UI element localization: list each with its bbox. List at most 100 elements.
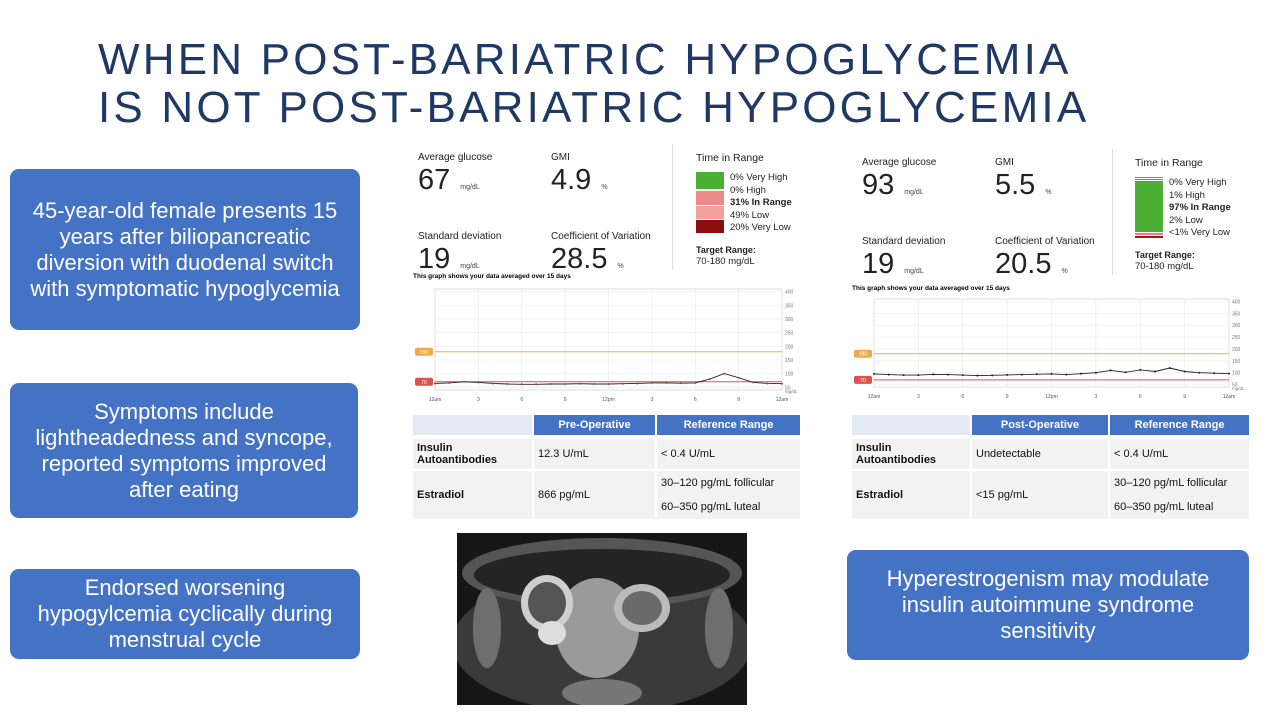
y-tick-label: 400: [1232, 299, 1241, 305]
metric-unit: mg/dL: [904, 189, 924, 196]
tir-item: 0% High: [730, 184, 766, 196]
glucose-point: [1020, 373, 1023, 376]
x-tick-label: 9: [737, 397, 740, 403]
table-cell: <15 pg/mL: [972, 471, 1108, 519]
glucose-point: [549, 382, 552, 385]
tir-item: 0% Very High: [1169, 177, 1227, 188]
tir-segment: [696, 189, 724, 191]
reference-line: < 0.4 U/mL: [661, 448, 716, 460]
x-tick-label: 3: [650, 397, 653, 403]
glucose-point: [434, 382, 436, 385]
table-cell: 30–120 pg/mL follicular 60–350 pg/mL lute…: [657, 471, 800, 519]
x-tick-label: 9: [564, 397, 567, 403]
x-tick-label: 12am: [1223, 394, 1236, 400]
glucose-point: [1035, 373, 1038, 376]
metric-value: 67 mg/dL: [418, 164, 480, 197]
tir-segment: [696, 206, 724, 221]
metric-value-text: 28.5: [551, 243, 608, 275]
metric-label: Standard deviation: [862, 236, 946, 247]
x-tick-label: 12pm: [602, 397, 615, 403]
glucose-point: [665, 381, 668, 384]
reference-line: < 0.4 U/mL: [1114, 448, 1169, 460]
y-tick-label: 350: [785, 303, 794, 309]
glucose-point: [991, 374, 994, 377]
target-badge: [415, 347, 433, 356]
metric-value: 4.9%: [551, 164, 608, 197]
glucose-point: [679, 382, 682, 385]
glucose-point: [535, 383, 538, 386]
metric-unit: %: [601, 184, 608, 191]
tir-item: 20% Very Low: [730, 222, 791, 234]
glucose-point: [1228, 372, 1230, 375]
glucose-point: [607, 382, 610, 385]
table-cell: 12.3 U/mL: [534, 439, 655, 469]
table-cell: Estradiol: [852, 471, 970, 519]
table-header: Reference Range: [657, 415, 800, 435]
glucose-point: [564, 382, 567, 385]
y-unit: mg/dL: [1232, 386, 1245, 391]
y-tick-label: 200: [785, 344, 794, 350]
table-header: Post-Operative: [972, 415, 1108, 435]
x-tick-label: 6: [1139, 394, 1142, 400]
table-cell: < 0.4 U/mL: [657, 439, 800, 469]
y-tick-label: 350: [1232, 311, 1241, 317]
x-tick-label: 9: [1183, 394, 1186, 400]
y-tick-label: 50: [1232, 383, 1238, 389]
y-tick-label: 250: [785, 331, 794, 337]
metric-value-text: 67: [418, 164, 451, 196]
tir-item: 2% Low: [1169, 214, 1203, 226]
metric-value: 19 mg/dL: [862, 248, 924, 281]
glucose-point: [932, 373, 935, 376]
metric-label: GMI: [995, 157, 1014, 168]
reference-line: 60–350 pg/mL luteal: [661, 501, 761, 513]
glucose-point: [1006, 373, 1009, 376]
metric-value-text: 20.5: [995, 248, 1052, 280]
y-tick-label: 150: [785, 358, 794, 364]
tir-item: 1% High: [1169, 189, 1205, 201]
glucose-point: [477, 381, 480, 384]
x-tick-label: 6: [961, 394, 964, 400]
reference-line: 30–120 pg/mL follicular: [1114, 477, 1228, 489]
y-tick-label: 400: [785, 290, 794, 296]
tir-target: 70-180 mg/dL: [1135, 261, 1194, 272]
x-tick-label: 12pm: [1045, 394, 1058, 400]
tir-item: <1% Very Low: [1169, 227, 1230, 239]
y-unit: mg/dL: [785, 389, 798, 394]
table-header: Reference Range: [1110, 415, 1249, 435]
glucose-point: [1080, 372, 1083, 375]
target-label: 180: [859, 352, 868, 358]
metric-label: Average glucose: [418, 152, 493, 163]
x-tick-label: 3: [917, 394, 920, 400]
table-cell: 30–120 pg/mL follicular 60–350 pg/mL lute…: [1110, 471, 1249, 519]
glucose-point: [1050, 372, 1053, 375]
tir-segment: [1135, 180, 1163, 234]
glucose-point: [636, 382, 639, 385]
y-tick-label: 100: [785, 372, 794, 378]
glucose-point: [448, 381, 451, 384]
glucose-point: [1168, 366, 1171, 369]
tir-item: 97% In Range: [1169, 202, 1231, 214]
x-tick-label: 9: [1006, 394, 1009, 400]
glucose-point: [1139, 368, 1142, 371]
y-tick-label: 250: [1232, 335, 1241, 341]
tir-item: 0% Very High: [730, 172, 788, 183]
tir-segment: [1135, 178, 1163, 181]
glucose-point: [766, 382, 769, 385]
metric-label: GMI: [551, 152, 570, 163]
metric-unit: mg/dL: [460, 184, 480, 191]
target-label: 180: [420, 350, 429, 356]
callout: 45-year-old female presents 15 years aft…: [10, 169, 360, 330]
x-tick-label: 12am: [429, 397, 442, 403]
metric-value: 5.5%: [995, 169, 1052, 202]
glucose-point: [491, 382, 494, 385]
target-label: 70: [860, 378, 866, 384]
callout: Hyperestrogenism may modulate insulin au…: [847, 550, 1249, 660]
y-tick-label: 300: [1232, 323, 1241, 329]
glucose-point: [1109, 369, 1112, 372]
reference-line: 30–120 pg/mL follicular: [661, 477, 775, 489]
separator: [672, 144, 673, 270]
metric-unit: mg/dL: [904, 268, 924, 275]
target-label: 70: [421, 380, 427, 386]
tir-target-label: Target Range:: [1135, 250, 1195, 260]
